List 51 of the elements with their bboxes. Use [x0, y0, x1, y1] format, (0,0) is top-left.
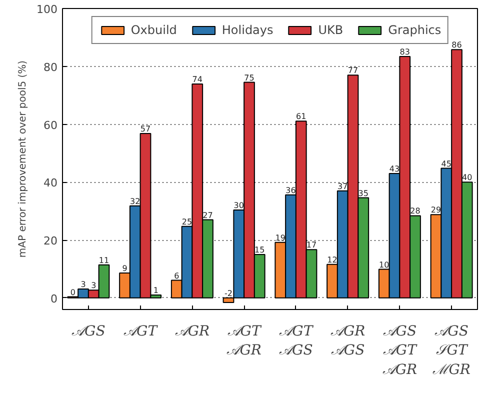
- data-label: 57: [140, 124, 151, 134]
- data-label: 12: [327, 255, 338, 264]
- data-label: 25: [182, 217, 192, 226]
- legend-label: UKB: [318, 23, 344, 37]
- x-tick-label: 𝒜GS: [72, 324, 106, 340]
- legend-label: Holidays: [222, 23, 274, 37]
- data-label: 6: [174, 271, 180, 280]
- data-label: 29: [430, 206, 442, 215]
- y-tick-label: 100: [36, 3, 58, 16]
- data-label: -2: [224, 288, 232, 298]
- data-label: 77: [348, 66, 358, 76]
- y-tick-label: 20: [44, 234, 58, 248]
- data-label: 43: [389, 164, 400, 174]
- x-tick-label: 𝒜GT 𝒜GS: [279, 324, 314, 359]
- data-label: 30: [234, 200, 244, 210]
- data-label: 36: [286, 186, 296, 195]
- y-tick-label: 80: [44, 60, 58, 74]
- data-label: 3: [91, 281, 96, 290]
- x-tick-label: 𝒜GS 𝒜GT 𝒜GR: [382, 324, 418, 378]
- x-tick-label: 𝒜GT 𝒜GR: [226, 324, 262, 359]
- data-label: 45: [441, 159, 452, 168]
- x-tick-label: 𝒜GT: [124, 324, 159, 340]
- y-tick-label: 0: [50, 292, 58, 306]
- data-label: 40: [462, 173, 472, 182]
- data-label: 61: [296, 112, 306, 122]
- data-label: 15: [254, 246, 265, 255]
- legend-label: Oxbuild: [130, 23, 177, 37]
- data-label: 10: [379, 260, 390, 270]
- data-label: 1: [153, 286, 158, 296]
- data-label: 9: [122, 264, 128, 274]
- data-label: 0: [70, 288, 76, 297]
- x-tick-label: 𝒜GR: [174, 324, 210, 340]
- data-label: 19: [275, 233, 286, 242]
- data-label: 74: [192, 75, 202, 84]
- y-tick-label: 60: [44, 118, 58, 132]
- data-label: 32: [130, 196, 140, 206]
- data-label: 28: [410, 206, 420, 216]
- y-tick-label: 40: [44, 176, 58, 190]
- data-label: 75: [244, 73, 254, 82]
- x-tick-label: 𝒜GR 𝒜GS: [330, 324, 366, 359]
- x-tick-label: 𝒜GS 𝒮GT ℳGR: [432, 324, 471, 378]
- data-label: 27: [202, 210, 213, 220]
- data-label: 17: [306, 240, 317, 250]
- data-label: 11: [98, 256, 110, 265]
- y-axis-title: mAP error improvement over pool5 (%): [18, 60, 29, 258]
- data-label: 37: [338, 182, 348, 191]
- data-label: 83: [400, 48, 410, 57]
- data-label: 86: [452, 40, 462, 50]
- data-label: 35: [358, 188, 368, 198]
- data-label: 3: [80, 280, 86, 289]
- legend-label: Graphics: [388, 23, 442, 37]
